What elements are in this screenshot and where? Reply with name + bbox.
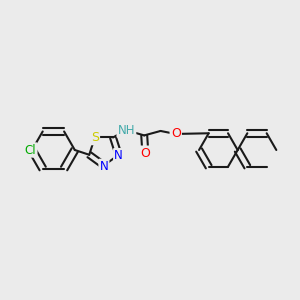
Text: S: S bbox=[91, 131, 99, 144]
Text: O: O bbox=[171, 128, 181, 140]
Text: N: N bbox=[100, 160, 108, 173]
Text: Cl: Cl bbox=[25, 143, 36, 157]
Text: O: O bbox=[140, 147, 150, 160]
Text: NH: NH bbox=[118, 124, 135, 136]
Text: N: N bbox=[114, 149, 123, 162]
